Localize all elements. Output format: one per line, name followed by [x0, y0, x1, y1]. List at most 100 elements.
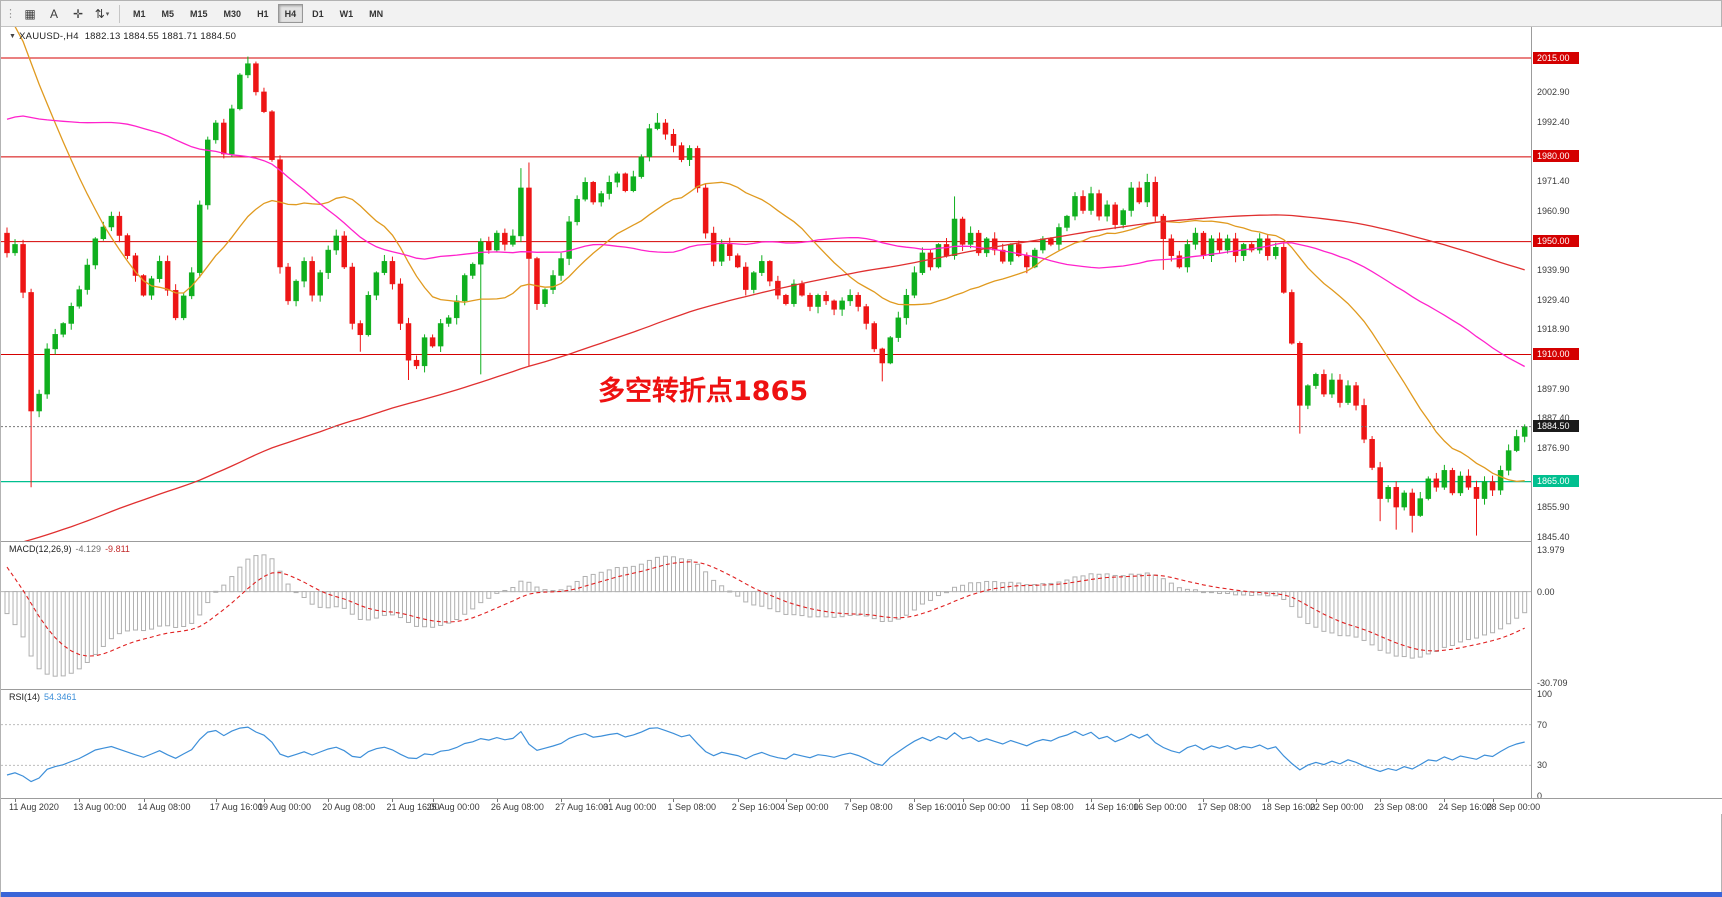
- price-axis-label: 1929.40: [1537, 294, 1570, 305]
- time-axis-label: 11 Aug 2020: [9, 802, 59, 812]
- toolbar-grip-handle[interactable]: ⋮: [5, 8, 16, 20]
- toolbar-crosshair-icon[interactable]: ✛: [72, 6, 84, 21]
- time-axis-label: 17 Aug 16:00: [209, 802, 263, 812]
- time-axis-label: 14 Aug 08:00: [137, 802, 191, 812]
- time-axis-tick: [609, 799, 611, 802]
- rsi-axis-label: 70: [1537, 719, 1548, 730]
- price-chart-canvas[interactable]: [1, 27, 1531, 541]
- time-axis-tick: [914, 799, 916, 802]
- time-axis-tick: [1091, 799, 1093, 802]
- chart-annotation-text[interactable]: 多空转折点1865: [598, 376, 809, 407]
- rsi-axis-label: 30: [1537, 760, 1548, 771]
- time-axis-label: 25 Aug 00:00: [426, 802, 480, 812]
- tool-button-group: ▦ A ✛ ⇅ ▾: [19, 4, 113, 24]
- time-axis-label: 2 Sep 16:00: [731, 802, 781, 812]
- rsi-axis-label: 0: [1537, 791, 1543, 801]
- macd-panel-label: MACD(12,26,9) -4.129 -9.811: [9, 544, 134, 554]
- macd-axis-label: 13.979: [1537, 544, 1565, 555]
- time-axis-label: 7 Sep 08:00: [844, 802, 893, 812]
- time-axis-label: 4 Sep 00:00: [779, 802, 829, 812]
- chart-collapse-icon[interactable]: ▼: [9, 33, 17, 40]
- time-axis-label: 1 Sep 08:00: [667, 802, 717, 812]
- window-bottom-bar: [1, 892, 1722, 897]
- macd-indicator-panel[interactable]: [1, 541, 1531, 689]
- time-axis-label: 20 Aug 08:00: [322, 802, 376, 812]
- price-axis-label: 1918.90: [1537, 324, 1570, 335]
- time-axis-label: 22 Sep 00:00: [1309, 802, 1364, 812]
- time-axis-tick: [1139, 799, 1141, 802]
- time-axis-tick: [1315, 799, 1317, 802]
- price-level-badge: 1980.00: [1533, 150, 1579, 163]
- time-axis-tick: [1492, 799, 1494, 802]
- time-axis-tick: [962, 799, 964, 802]
- time-axis-label: 27 Aug 16:00: [555, 802, 609, 812]
- rsi-axis-label: 100: [1537, 689, 1553, 699]
- time-axis-tick: [215, 799, 217, 802]
- timeframe-button-w1[interactable]: W1: [339, 8, 354, 19]
- price-axis[interactable]: 2002.90 1992.40 1971.40 1960.90 1939.90 1929.…: [1531, 27, 1722, 814]
- timeframe-button-m1[interactable]: M1: [133, 8, 146, 19]
- price-axis-label: 1855.90: [1537, 502, 1570, 513]
- timeframe-button-m30[interactable]: M30: [223, 8, 242, 19]
- price-axis-label: 1876.90: [1537, 443, 1570, 454]
- time-axis-label: 28 Sep 00:00: [1486, 802, 1541, 812]
- time-axis-tick: [1203, 799, 1205, 802]
- timeframe-button-h1[interactable]: H1: [257, 8, 269, 19]
- time-axis-tick: [785, 799, 787, 802]
- toolbar-separator: [119, 4, 120, 23]
- macd-axis-label: 0.00: [1537, 586, 1555, 597]
- macd-main-value: -4.129: [75, 544, 102, 554]
- symbol-timeframe-label: XAUUSD-,H4: [19, 31, 79, 42]
- panel-divider[interactable]: [1, 689, 1722, 690]
- timeframe-button-d1[interactable]: D1: [312, 8, 324, 19]
- time-axis-tick: [143, 799, 145, 802]
- time-axis-tick: [850, 799, 852, 802]
- time-axis-label: 11 Sep 08:00: [1020, 802, 1074, 812]
- price-axis-label: 1887.40: [1537, 413, 1570, 424]
- time-axis-tick: [328, 799, 330, 802]
- price-level-badge: 1910.00: [1533, 348, 1579, 361]
- panel-divider[interactable]: [1, 541, 1722, 542]
- main-toolbar: ⋮ ▦ A ✛ ⇅ ▾ M1 M5 M15 M30 H1 H4 D1 W1 MN: [1, 1, 1721, 27]
- timeframe-button-group: M1 M5 M15 M30 H1 H4 D1 W1 MN: [126, 4, 390, 23]
- time-axis-label: 16 Sep 00:00: [1133, 802, 1187, 812]
- timeframe-button-mn[interactable]: MN: [369, 8, 384, 19]
- price-level-badge: 1865.00: [1533, 475, 1579, 488]
- current-price-badge: 1884.50: [1533, 420, 1579, 433]
- time-axis-tick: [561, 799, 563, 802]
- time-axis-label: 10 Sep 00:00: [956, 802, 1011, 812]
- macd-signal-value: -9.811: [105, 544, 130, 554]
- time-axis-label: 17 Sep 08:00: [1197, 802, 1252, 812]
- time-axis-label: 8 Sep 16:00: [908, 802, 957, 812]
- time-axis-tick: [496, 799, 498, 802]
- time-axis-label: 21 Aug 16:00: [386, 802, 440, 812]
- time-axis-label: 26 Aug 08:00: [490, 802, 544, 812]
- price-axis-label: 1939.90: [1537, 265, 1570, 276]
- rsi-panel-label: RSI(14) 54.3461: [9, 692, 81, 702]
- rsi-name: RSI(14): [9, 692, 41, 702]
- time-axis-label: 18 Sep 16:00: [1261, 802, 1316, 812]
- time-axis[interactable]: 11 Aug 2020 13 Aug 00:00 14 Aug 08:00 17 Au…: [1, 798, 1722, 814]
- time-axis-tick: [1444, 799, 1446, 802]
- price-axis-label: 1897.90: [1537, 383, 1570, 394]
- toolbar-chart-mode-icon[interactable]: ▦: [24, 6, 36, 21]
- timeframe-button-h4[interactable]: H4: [277, 4, 304, 23]
- dropdown-caret-icon: ▾: [105, 10, 110, 18]
- time-axis-tick: [392, 799, 394, 802]
- rsi-value: 54.3461: [44, 692, 77, 702]
- price-axis-label: 1960.90: [1537, 205, 1570, 216]
- time-axis-label: 24 Sep 16:00: [1438, 802, 1492, 812]
- time-axis-label: 19 Aug 00:00: [257, 802, 312, 812]
- timeframe-button-m5[interactable]: M5: [161, 8, 175, 19]
- ohlc-values: 1882.13 1884.55 1881.71 1884.50: [84, 31, 237, 42]
- toolbar-text-tool-icon[interactable]: A: [49, 6, 58, 21]
- toolbar-indicator-arrows-icon[interactable]: ⇅ ▾: [94, 6, 110, 21]
- timeframe-button-m15[interactable]: M15: [190, 8, 208, 19]
- time-axis-tick: [1267, 799, 1269, 802]
- rsi-indicator-panel[interactable]: [1, 689, 1531, 798]
- price-level-badge: 1950.00: [1533, 235, 1579, 248]
- time-axis-tick: [15, 799, 17, 802]
- time-axis-label: 13 Aug 00:00: [73, 802, 127, 812]
- price-axis-label: 2002.90: [1537, 87, 1570, 98]
